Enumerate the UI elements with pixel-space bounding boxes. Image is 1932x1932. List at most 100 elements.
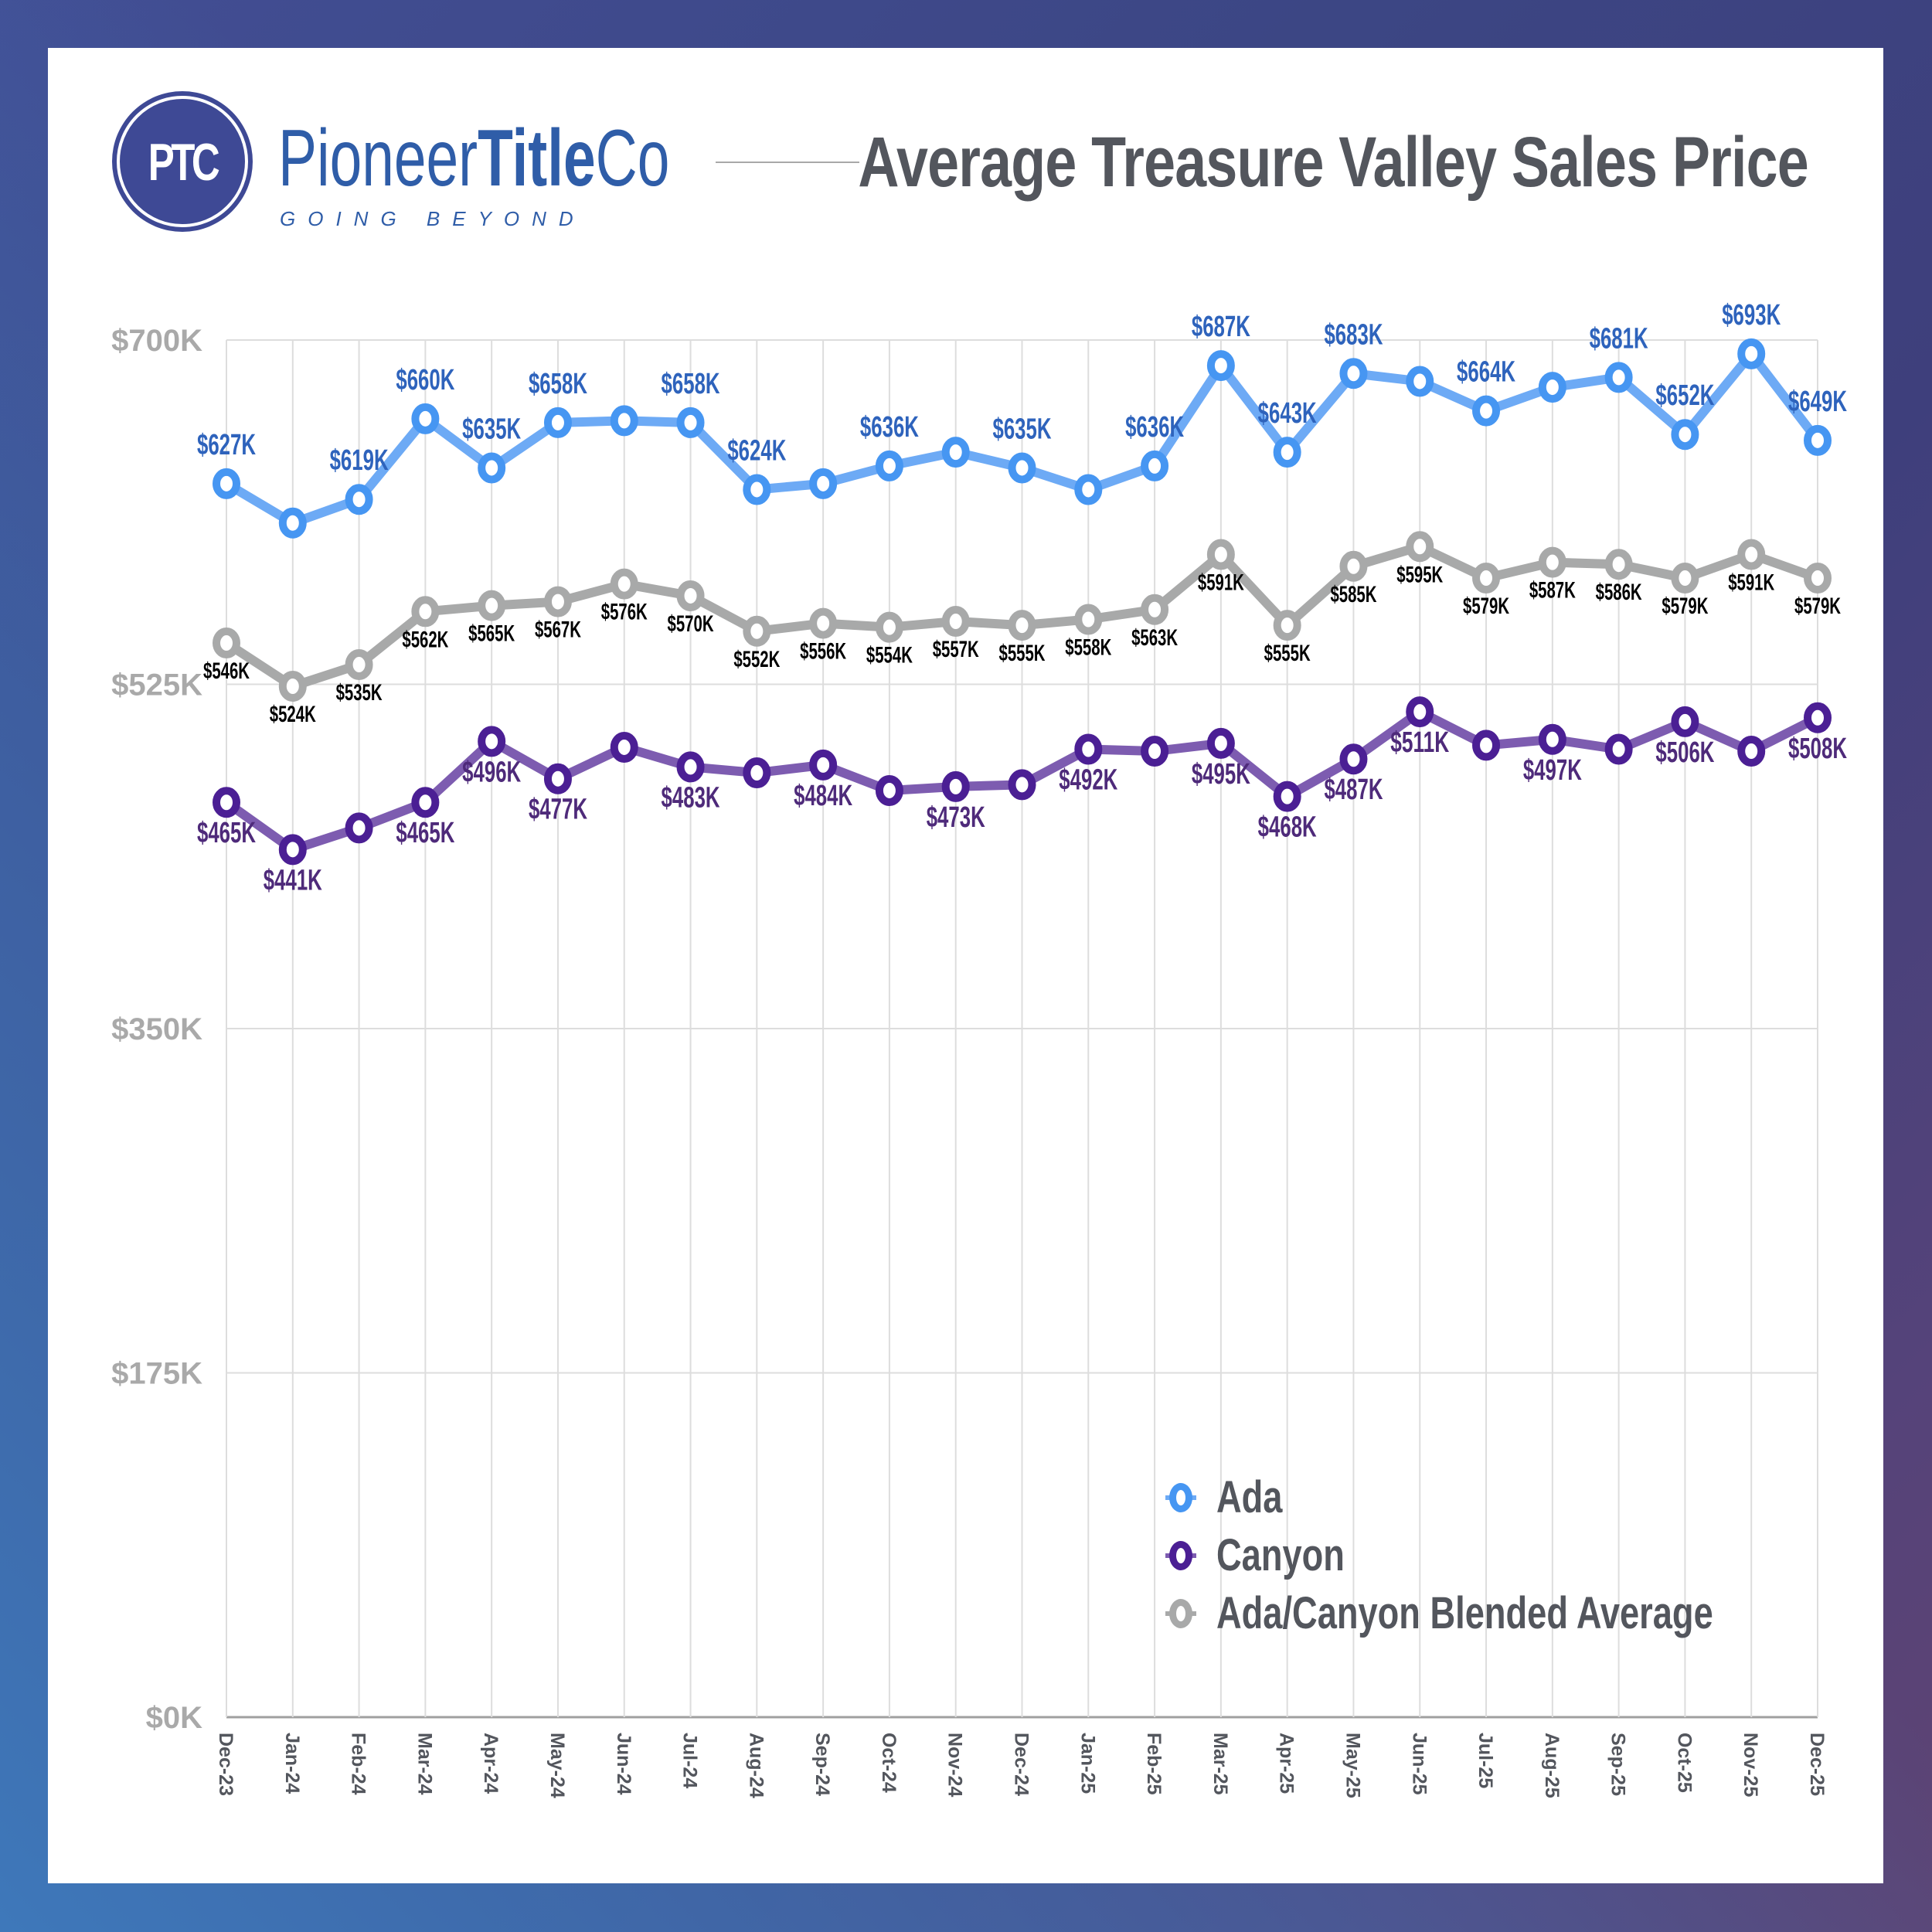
x-tick-label: Mar-25: [1209, 1733, 1231, 1795]
ada-point: [543, 406, 572, 438]
blended-point: [1008, 610, 1036, 641]
ada-point: [1406, 366, 1434, 397]
canyon-point: [345, 812, 373, 844]
blended-point: [1604, 549, 1633, 580]
data-labels: $546K $524K $535K $562K $565K $567K $576K $570K…: [197, 299, 1847, 897]
blended-data-label: $565K: [468, 621, 515, 647]
blended-point: [543, 586, 572, 617]
blended-point: [1339, 550, 1368, 582]
legend-ring-canyon: [1169, 1540, 1192, 1570]
blended-point: [875, 611, 903, 643]
blended-data-label: $579K: [1794, 594, 1841, 619]
brand-suffix: Co: [595, 114, 670, 203]
canyon-point: [1671, 706, 1699, 737]
blended-point: [1206, 539, 1235, 570]
blended-point: [610, 568, 638, 600]
canyon-point: [1604, 733, 1633, 765]
ptc-logo-icon: PTC: [112, 91, 253, 232]
chart-title: Average Treasure Valley Sales Price: [858, 123, 1808, 202]
canyon-data-label: $473K: [927, 801, 985, 834]
chart-panel: [48, 48, 1883, 1883]
blended-data-label: $579K: [1463, 594, 1509, 619]
legend: Ada Canyon Ada/Canyon Blended Average: [1165, 1468, 1853, 1642]
canyon-marker-icon: [1165, 1540, 1196, 1571]
ada-data-label: $627K: [197, 429, 256, 461]
ada-point: [345, 484, 373, 515]
blended-data-label: $555K: [999, 641, 1046, 666]
canyon-point: [213, 787, 240, 818]
blended-data-label: $563K: [1131, 625, 1178, 651]
canyon-point: [875, 774, 903, 806]
legend-item-canyon[interactable]: Canyon: [1165, 1526, 1853, 1584]
x-tick-label: Feb-24: [348, 1733, 369, 1795]
blended-point: [1671, 563, 1699, 594]
brand-tagline: GOING BEYOND: [280, 207, 586, 230]
ada-point: [743, 474, 771, 505]
ada-data-label: $635K: [462, 413, 521, 445]
x-tick-label: Oct-25: [1673, 1733, 1695, 1793]
x-tick-label: Sep-24: [811, 1733, 833, 1796]
blended-data-label: $595K: [1396, 562, 1443, 587]
x-tick-label: Jun-25: [1408, 1733, 1430, 1795]
y-axis-ticks: $0K $175K $350K $525K $700K: [111, 324, 202, 1735]
x-axis-ticks: Dec-23 Jan-24 Feb-24 Mar-24 Apr-24 May-24 Jun-…: [215, 1733, 1828, 1798]
legend-item-ada[interactable]: Ada: [1165, 1468, 1853, 1526]
ada-data-label: $683K: [1324, 318, 1383, 351]
blended-data-label: $524K: [270, 702, 316, 727]
blended-point: [1472, 563, 1501, 594]
ada-point: [478, 452, 506, 484]
canyon-data-label: $465K: [396, 817, 454, 849]
ada-data-label: $643K: [1258, 397, 1317, 430]
ada-point: [278, 507, 307, 539]
x-tick-label: Jul-24: [679, 1733, 701, 1788]
canyon-point: [1538, 723, 1566, 755]
y-tick-label: $525K: [111, 668, 202, 702]
ada-data-label: $635K: [993, 413, 1052, 445]
ada-point: [1206, 350, 1235, 382]
ada-point: [411, 403, 440, 434]
blended-point: [676, 580, 705, 611]
blended-point: [478, 590, 506, 621]
blended-point: [1074, 604, 1103, 635]
canyon-point: [1472, 730, 1501, 761]
blended-data-label: $555K: [1264, 641, 1311, 666]
ada-data-label: $649K: [1788, 386, 1847, 418]
blended-data-label: $579K: [1662, 594, 1708, 619]
ada-data-label: $636K: [860, 411, 919, 444]
x-tick-label: Aug-25: [1541, 1733, 1563, 1798]
blended-point: [345, 649, 373, 681]
legend-item-blended[interactable]: Ada/Canyon Blended Average: [1165, 1584, 1853, 1642]
ada-data-label: $658K: [662, 368, 720, 400]
blended-data-label: $562K: [402, 627, 448, 652]
blended-data-label: $587K: [1529, 578, 1576, 604]
x-tick-label: Jun-24: [613, 1733, 634, 1795]
ada-point: [676, 406, 705, 438]
ada-data-label: $636K: [1125, 411, 1184, 444]
canyon-data-label: $506K: [1655, 736, 1714, 769]
canyon-point: [941, 770, 970, 802]
canyon-point: [411, 787, 440, 818]
legend-label: Ada/Canyon Blended Average: [1216, 1588, 1713, 1638]
ada-data-label: $624K: [727, 434, 786, 467]
grid-lines: [226, 339, 1818, 1719]
blended-data-label: $576K: [601, 600, 648, 625]
canyon-point: [1273, 781, 1301, 812]
blended-data-label: $591K: [1198, 570, 1244, 595]
blended-point: [213, 628, 240, 659]
blended-data-label: $554K: [866, 643, 913, 668]
brand-bold: Title: [478, 114, 596, 203]
canyon-point: [1804, 702, 1832, 733]
brand-name: PioneerTitleCo: [278, 116, 669, 201]
x-tick-label: Apr-24: [480, 1733, 502, 1794]
series-blended: [213, 531, 1832, 702]
ada-data-label: $658K: [529, 368, 587, 400]
x-tick-label: Oct-24: [878, 1733, 900, 1793]
canyon-point: [676, 751, 705, 783]
blended-point: [411, 596, 440, 628]
blended-point: [1141, 594, 1169, 625]
legend-ring-blended: [1169, 1598, 1192, 1628]
x-tick-label: Dec-23: [215, 1733, 236, 1796]
ada-data-label: $681K: [1590, 322, 1648, 355]
blended-point: [1406, 531, 1434, 563]
ada-data-label: $660K: [396, 364, 454, 396]
